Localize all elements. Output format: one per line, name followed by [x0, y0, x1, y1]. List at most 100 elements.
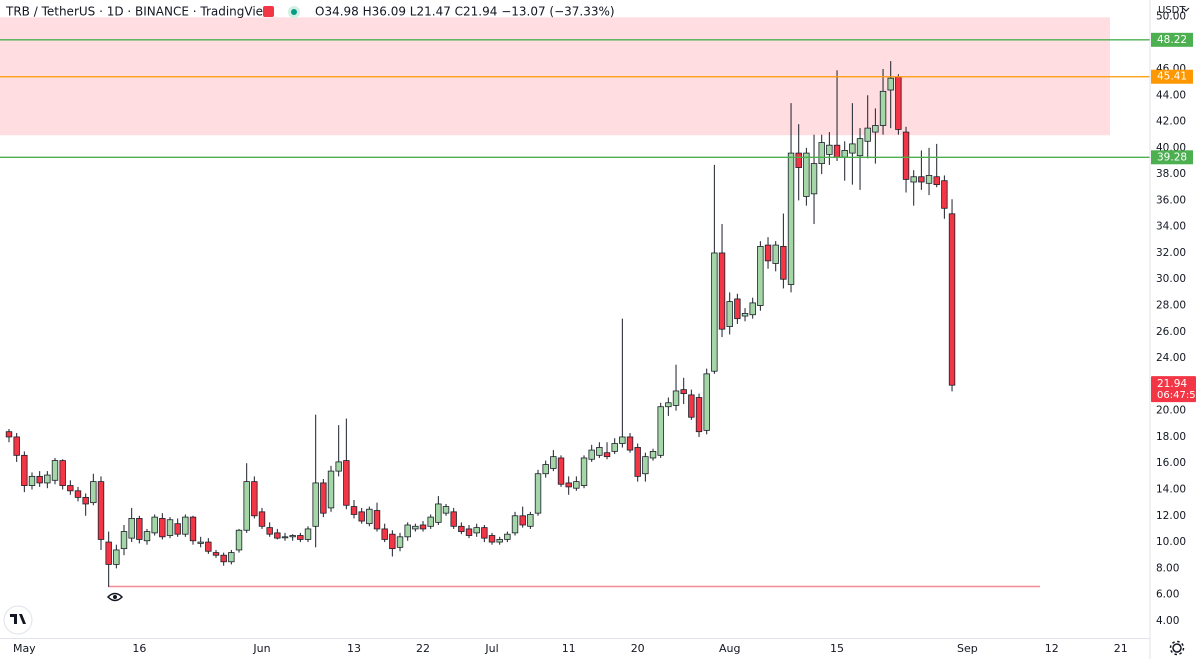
- candle-body: [749, 302, 756, 316]
- candle-body: [373, 510, 381, 530]
- candle-body: [833, 144, 841, 158]
- candle-body: [557, 457, 565, 485]
- candle-body: [251, 481, 258, 517]
- candle-body: [197, 541, 204, 544]
- candle-body: [902, 131, 910, 180]
- candle-body: [205, 541, 212, 552]
- x-tick-label: 20: [631, 642, 645, 655]
- candle-body: [59, 460, 66, 486]
- flag-icon[interactable]: [263, 6, 274, 17]
- candle-body: [82, 496, 89, 505]
- y-tick-label: 12.00: [1156, 510, 1186, 522]
- candle-body: [795, 152, 802, 168]
- candle-body: [435, 503, 442, 523]
- candle-body: [404, 524, 411, 538]
- y-tick-label: 20.00: [1156, 405, 1186, 417]
- price-label-bg: [1151, 32, 1193, 47]
- y-tick-label: 6.00: [1156, 589, 1179, 601]
- candle-body: [358, 511, 365, 522]
- candle-body: [44, 474, 51, 484]
- x-tick-label: 22: [416, 642, 430, 655]
- candle-body: [504, 533, 511, 540]
- candle-body: [925, 175, 933, 184]
- candle-body: [212, 552, 220, 556]
- candle-body: [350, 506, 358, 515]
- y-tick-label: 28.00: [1156, 300, 1186, 312]
- candle-body: [672, 390, 680, 406]
- eye-icon[interactable]: [106, 592, 124, 602]
- candle-body: [803, 152, 810, 197]
- candle-body: [419, 524, 427, 530]
- candle-body: [396, 536, 404, 548]
- candle-body: [619, 436, 626, 444]
- candle-body: [887, 77, 894, 91]
- candle-body: [511, 515, 519, 534]
- y-tick-label: 30.00: [1156, 273, 1186, 285]
- candle-body: [366, 508, 373, 525]
- y-tick-label: 26.00: [1156, 326, 1186, 338]
- x-tick-label: Jul: [484, 642, 498, 655]
- candle-body: [918, 176, 925, 183]
- settings-icon[interactable]: [1169, 640, 1185, 656]
- y-tick-label: 50.00: [1156, 10, 1186, 22]
- candle-body: [320, 482, 327, 514]
- candle-body: [588, 449, 595, 460]
- candle-body: [757, 245, 764, 306]
- y-tick-label: 42.00: [1156, 116, 1186, 128]
- currency-chevron[interactable]: [1182, 7, 1190, 12]
- currency[interactable]: USDT: [1158, 5, 1186, 16]
- candle-body: [550, 456, 557, 469]
- candle-body: [67, 485, 74, 492]
- y-tick-label: 44.00: [1156, 89, 1186, 101]
- candle-body: [412, 525, 419, 530]
- candle-body: [5, 431, 13, 438]
- candle-body: [741, 313, 749, 317]
- candle-body: [826, 144, 833, 155]
- candle-body: [97, 481, 105, 540]
- candle-body: [634, 447, 641, 477]
- candle-body: [657, 406, 664, 456]
- symbol-title[interactable]: TRB / TetherUS · 1D · BINANCE · TradingV…: [5, 5, 273, 19]
- candle-body: [941, 180, 948, 209]
- candle-body: [772, 244, 779, 264]
- y-tick-label: 10.00: [1156, 536, 1186, 548]
- candle-body: [13, 436, 20, 456]
- candle-body: [235, 529, 243, 551]
- candle-body: [381, 528, 388, 540]
- y-tick-label: 34.00: [1156, 221, 1186, 233]
- candle-body: [51, 460, 59, 481]
- candle-body: [159, 518, 166, 538]
- candle-body: [389, 533, 396, 550]
- candle-body: [519, 515, 526, 526]
- plot-area: [0, 17, 1150, 588]
- candle-body: [711, 252, 718, 372]
- candle-body: [818, 142, 825, 165]
- candle-body: [105, 541, 112, 565]
- candle-body: [458, 525, 465, 532]
- candle-body: [274, 532, 281, 539]
- candle-body: [281, 536, 289, 539]
- candle-body: [28, 475, 36, 486]
- candle-body: [151, 516, 158, 534]
- candle-body: [703, 373, 710, 431]
- candle-body: [879, 90, 887, 126]
- candle-body: [120, 531, 128, 550]
- candle-body: [36, 475, 43, 484]
- candle-body: [74, 490, 82, 498]
- candle-body: [895, 76, 902, 130]
- candle-body: [189, 516, 197, 542]
- candle-body: [174, 523, 181, 535]
- candle-body: [182, 516, 189, 535]
- candle-body: [90, 481, 97, 504]
- candle-body: [258, 511, 266, 527]
- y-tick-label: 36.00: [1156, 194, 1186, 206]
- y-tick-label: 24.00: [1156, 352, 1186, 364]
- candle-body: [573, 481, 580, 489]
- candle-body: [780, 245, 787, 280]
- candle-body: [427, 516, 434, 527]
- candle-body: [726, 301, 733, 327]
- candle-body: [297, 535, 304, 540]
- candle-body: [849, 143, 856, 154]
- tv-logo[interactable]: [3, 605, 33, 635]
- price-label: 39.28: [1157, 151, 1187, 163]
